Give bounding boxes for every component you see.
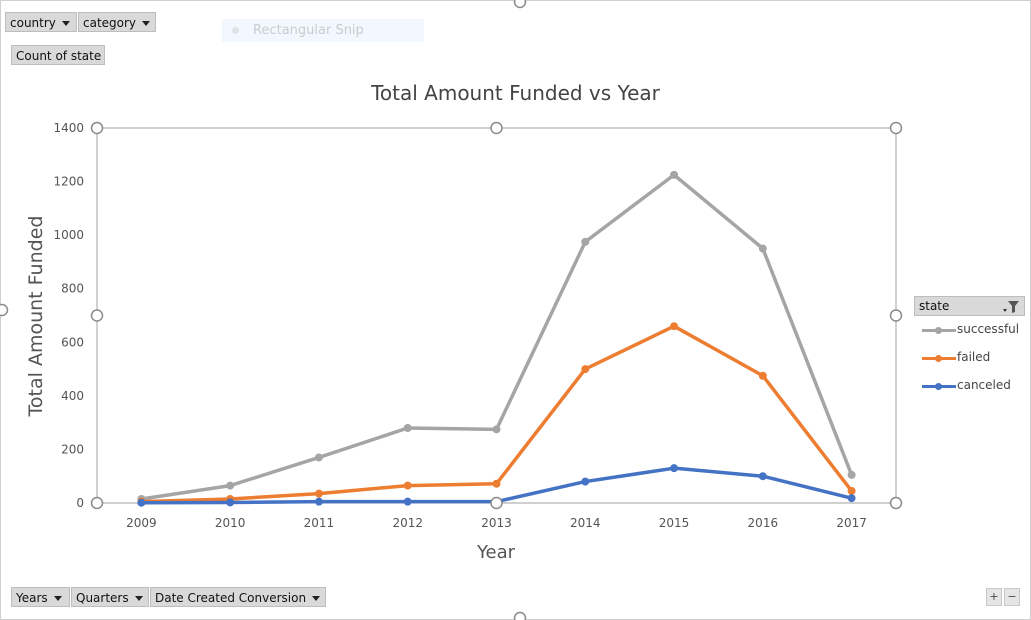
data-point-successful[interactable] [492, 425, 501, 434]
resize-handle[interactable] [90, 121, 104, 135]
quarters-field-button[interactable]: Quarters [71, 587, 149, 607]
data-point-failed[interactable] [758, 371, 767, 380]
data-point-successful[interactable] [847, 470, 856, 479]
x-tick-label: 2012 [392, 516, 423, 530]
snip-dot-icon [232, 27, 239, 34]
expand-field-button[interactable]: + [986, 588, 1002, 606]
data-point-failed[interactable] [403, 481, 412, 490]
x-axis-label: Year [476, 542, 516, 563]
y-tick-label: 400 [61, 389, 84, 403]
values-field-label: Count of state [16, 49, 102, 63]
legend-header-label: state [919, 299, 950, 313]
chevron-down-icon [142, 21, 151, 26]
x-tick-label: 2009 [126, 516, 157, 530]
x-tick-label: 2015 [659, 516, 690, 530]
data-point-successful[interactable] [314, 453, 323, 462]
chart-resize-handle[interactable] [513, 0, 527, 9]
y-tick-label: 600 [61, 335, 84, 349]
legend-swatch-canceled [922, 383, 956, 390]
date-created-conversion-field-button[interactable]: Date Created Conversion [150, 587, 326, 607]
legend-item-failed[interactable]: failed [914, 344, 1025, 372]
resize-handle[interactable] [490, 121, 503, 135]
plot-area[interactable] [96, 127, 897, 504]
resize-handle[interactable] [889, 496, 903, 510]
data-point-successful[interactable] [758, 244, 767, 253]
legend-item-canceled[interactable]: canceled [914, 372, 1025, 400]
legend-label-successful: successful [957, 322, 1020, 336]
chart-title: Total Amount Funded vs Year [371, 81, 660, 105]
collapse-field-button[interactable]: − [1004, 588, 1020, 606]
x-tick-label: 2013 [481, 516, 512, 530]
legend-swatch-failed [922, 355, 956, 362]
chevron-down-icon [134, 596, 143, 601]
y-axis-label: Total Amount Funded [25, 216, 47, 418]
data-point-canceled[interactable] [581, 477, 590, 486]
x-tick-label: 2011 [304, 516, 335, 530]
data-point-failed[interactable] [847, 486, 856, 495]
legend: state successful failed canceled [914, 296, 1025, 400]
x-tick-label: 2016 [748, 516, 779, 530]
years-field-button[interactable]: Years [11, 587, 70, 607]
chart-resize-handle[interactable] [0, 303, 9, 317]
resize-handle[interactable] [889, 309, 903, 322]
data-point-successful[interactable] [403, 424, 412, 432]
legend-label-failed: failed [957, 350, 991, 364]
data-point-successful[interactable] [670, 170, 679, 179]
y-tick-label: 800 [61, 282, 84, 296]
data-point-failed[interactable] [581, 365, 590, 374]
snip-label: Rectangular Snip [253, 23, 364, 38]
x-tick-label: 2010 [215, 516, 246, 530]
data-point-canceled[interactable] [847, 494, 856, 503]
data-point-canceled[interactable] [403, 497, 412, 506]
data-point-failed[interactable] [492, 479, 501, 488]
resize-handle[interactable] [889, 121, 903, 135]
chevron-down-icon [53, 596, 62, 601]
legend-item-successful[interactable]: successful [914, 316, 1025, 344]
data-point-canceled[interactable] [137, 498, 146, 507]
data-point-canceled[interactable] [314, 497, 323, 506]
data-point-canceled[interactable] [226, 498, 235, 507]
chevron-down-icon [312, 596, 321, 601]
country-filter-label: country [10, 16, 56, 30]
resize-handle[interactable] [490, 496, 503, 510]
series-line-successful[interactable] [141, 173, 854, 501]
data-point-failed[interactable] [670, 322, 679, 331]
rectangular-snip-overlay: Rectangular Snip [222, 19, 424, 42]
filter-icon[interactable] [1002, 300, 1020, 314]
x-tick-label: 2014 [570, 516, 601, 530]
data-point-canceled[interactable] [670, 464, 679, 473]
category-filter-button[interactable]: category [78, 12, 156, 32]
years-field-label: Years [16, 591, 48, 605]
data-point-canceled[interactable] [758, 472, 767, 481]
values-field-button[interactable]: Count of state [11, 45, 105, 65]
resize-handle[interactable] [90, 496, 104, 510]
date-created-conversion-label: Date Created Conversion [155, 591, 307, 605]
legend-swatch-successful [922, 327, 956, 334]
resize-handle[interactable] [90, 309, 104, 322]
quarters-field-label: Quarters [76, 591, 129, 605]
y-tick-label: 1000 [53, 228, 84, 242]
category-filter-label: category [83, 16, 137, 30]
data-point-successful[interactable] [581, 237, 590, 246]
y-tick-label: 0 [76, 496, 84, 510]
legend-label-canceled: canceled [957, 378, 1011, 392]
state-filter-button[interactable]: state [914, 296, 1025, 316]
y-tick-label: 1200 [53, 175, 84, 189]
country-filter-button[interactable]: country [5, 12, 77, 32]
y-tick-label: 1400 [53, 121, 84, 135]
x-tick-label: 2017 [836, 516, 867, 530]
data-point-failed[interactable] [314, 489, 323, 498]
chart-resize-handle[interactable] [513, 611, 527, 620]
y-tick-label: 200 [61, 442, 84, 456]
chevron-down-icon [61, 21, 70, 26]
data-point-successful[interactable] [226, 481, 235, 490]
